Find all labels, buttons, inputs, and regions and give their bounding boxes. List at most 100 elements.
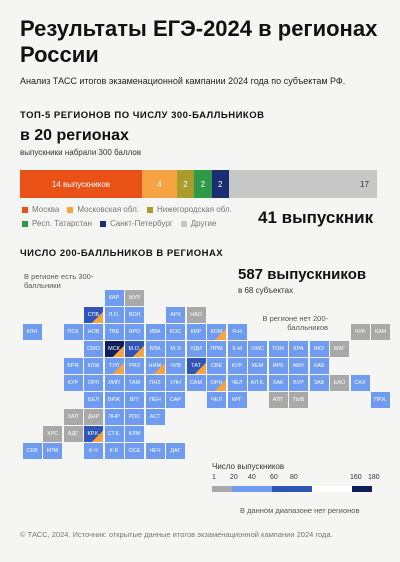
region-tile: ВГГ [125,392,144,408]
region-tile: САХ [350,375,370,391]
region-tile: М-Э [166,341,185,357]
region-tile: РЯЗ [125,358,144,374]
region-tile: ВОЛ [125,307,144,323]
bar-segment: 2 [176,170,195,198]
region-tile: КЛЖ [84,358,103,374]
scale-tick: 60 [270,474,278,481]
region-tile: САР [166,392,185,408]
bar-segment: 14 выпускников [20,170,142,198]
map-heading: ЧИСЛО 200-БАЛЛЬНИКОВ В РЕГИОНАХ [20,248,224,259]
region-tile: МСК [104,341,124,357]
legend-item: Москва [22,205,59,214]
region-tile: КРГ [227,392,247,408]
region-tile: НОВ [84,324,103,340]
region-tile: К-Ч [84,443,103,459]
region-tile: АРХ [166,307,185,323]
regions-count: в 20 регионах [20,127,129,144]
region-tile: ДАГ [166,443,185,459]
region-tile: АЛ.К. [248,375,267,391]
bar-segment: 2 [194,170,212,198]
region-tile: ОРЛ [84,375,103,391]
total-300: 41 выпускник [258,208,374,227]
region-tile: ЯКУ [309,341,329,357]
region-tile: ОСЕ [125,443,144,459]
region-tile: ЧУВ [166,358,185,374]
region-tile: ОМС [248,341,267,357]
region-tile: ВЛА [145,341,165,357]
region-tile: М.О. [125,341,144,357]
page-title: Результаты ЕГЭ-2024 в регионах России [20,16,378,67]
bar-segment: 17 [228,170,377,198]
region-tile: СЕВ [22,443,42,459]
region-tile: ПНЗ [145,375,165,391]
region-tile: Я-Н [227,324,247,340]
region-tile: РОС [125,409,144,425]
region-tile: УДМ [186,341,206,357]
region-tile: СТ.К. [104,426,124,442]
scale-tick: 80 [290,474,298,481]
region-tile: КИР [186,324,206,340]
region-tile: Х-М [227,341,247,357]
page-subtitle: Анализ ТАСС итогов экзаменационной кампа… [20,76,346,86]
region-tile: ИРК [268,358,288,374]
region-tile: КР.К. [84,426,103,442]
region-tile: ВРЖ [104,392,124,408]
region-tile: ПЕН [145,392,165,408]
scale-tick: 20 [230,474,238,481]
region-tile: КРА [289,341,308,357]
annotation-none: В регионе нет 200-балльников [262,314,328,332]
top5-legend: Москва Московская обл. Нижегородская обл. Р… [22,205,262,233]
total-200: 587 выпускников [238,266,367,283]
region-tile: ЧЕЛ [207,392,226,408]
region-tile: ЧЕЧ [145,443,165,459]
region-tile: ПР.К. [371,392,390,408]
region-tile: АДГ [63,426,83,442]
region-tile: ПРМ [207,341,226,357]
region-tile: СВЕ [207,358,226,374]
top5-heading: ТОП-5 РЕГИОНОВ ПО ЧИСЛУ 300-БАЛЛЬНИКОВ [20,110,265,121]
footer: © ТАСС, 2024. Источник: открытые данные … [20,530,333,539]
region-tile: ТОМ [268,341,288,357]
region-tile: ЧУК [350,324,370,340]
region-tile: Л.О. [104,307,124,323]
scale-bar [212,486,372,492]
top5-stacked-bar: 14 выпускников 4 2 2 2 17 [20,170,377,198]
region-tile: ЗАБ [309,375,329,391]
region-tile: КАР [104,290,124,306]
region-tile: КРМ [43,443,62,459]
regions-caption: выпускники набрали 300 баллов [20,148,142,157]
region-tile: ХРС [43,426,62,442]
region-tile: НАО [186,307,206,323]
region-tile: ЯРО [125,324,144,340]
region-tile: КЕМ [248,358,267,374]
region-tile: УЛН [166,375,185,391]
legend-item: Санкт-Петербург [99,219,173,228]
region-tile: ОРН [207,375,226,391]
region-tile: НИЖ [145,358,165,374]
region-tile: КУР [63,375,83,391]
region-tile: ПСК [63,324,83,340]
region-tile: ИВА [145,324,165,340]
region-tile: ХАК [268,375,288,391]
region-tile: ЛНР [104,409,124,425]
region-tile: САМ [186,375,206,391]
region-tile: АЛТ [268,392,288,408]
region-tile: МУР [125,290,144,306]
scale-tick: 40 [248,474,256,481]
region-tile: АСТ [145,409,165,425]
region-tile: КЛН [22,324,42,340]
region-tile: ТУЛ [104,358,124,374]
scale-tick: 160 [350,474,362,481]
region-tile: ТАМ [125,375,144,391]
region-tile: ЕАО [330,375,349,391]
region-tile: КУР [227,358,247,374]
region-tile: СПБ [84,307,103,323]
legend-item: Респ. Татарстан [22,219,92,228]
region-tile: КАМ [371,324,390,340]
region-tile: ТВЕ [104,324,124,340]
scale-note: В данном диапазоне нет регионов [240,506,360,515]
region-tile: ДНР [84,409,103,425]
region-tile: КОС [166,324,185,340]
region-tile: МАГ [330,341,349,357]
legend-item: Нижегородская обл. [146,205,232,214]
